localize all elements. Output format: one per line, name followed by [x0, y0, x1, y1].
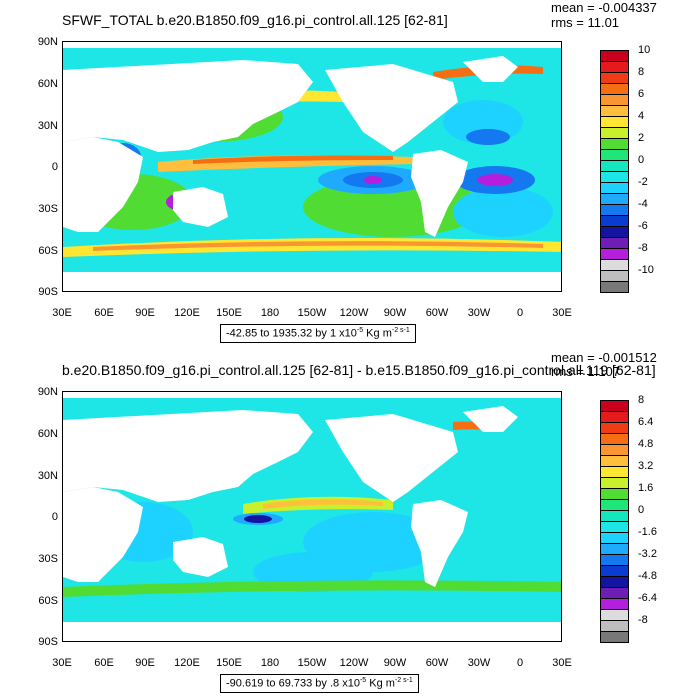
contour-range-info: -42.85 to 1935.32 by 1 x10-5 Kg m-2 s-1	[220, 324, 416, 343]
lat-label: 30N	[37, 470, 58, 482]
colorbar-label: 2	[638, 132, 645, 144]
colorbar-label: -10	[638, 264, 654, 276]
lat-label: 60S	[38, 595, 58, 607]
lon-label: 180	[260, 307, 280, 319]
lon-label: 0	[516, 307, 524, 319]
lat-label: 60S	[38, 245, 58, 257]
lat-label: 30S	[38, 203, 58, 215]
lat-label: 0	[51, 511, 58, 523]
lon-label: 180	[260, 657, 280, 669]
lon-label: 30E	[52, 307, 72, 319]
lon-label: 90E	[135, 657, 155, 669]
map-title: SFWF_TOTAL b.e20.B1850.f09_g16.pi_contro…	[62, 12, 448, 28]
lon-label: 120W	[339, 307, 369, 319]
lat-label: 60N	[37, 78, 58, 90]
lat-label: 90N	[37, 386, 58, 398]
colorbar-label: -4.8	[638, 570, 657, 582]
sfwf-map	[62, 41, 562, 292]
colorbar-label: -4	[638, 198, 648, 210]
colorbar-label: 1.6	[638, 482, 654, 494]
lat-label: 60N	[37, 428, 58, 440]
colorbar-label: 3.2	[638, 460, 654, 472]
lon-label: 150E	[216, 307, 242, 319]
lon-label: 150W	[297, 657, 327, 669]
colorbar-label: 6	[638, 88, 645, 100]
lon-label: 60W	[425, 307, 449, 319]
lon-label: 90E	[135, 307, 155, 319]
map-panel-top: SFWF_TOTAL b.e20.B1850.f09_g16.pi_contro…	[37, 0, 657, 343]
lon-label: 120E	[174, 307, 200, 319]
rms-stat: rms = 1.107	[551, 364, 621, 379]
mean-stat: mean = -0.004337	[551, 0, 657, 15]
colorbar	[600, 50, 629, 293]
lat-label: 90S	[38, 286, 58, 298]
colorbar-label: -1.6	[638, 526, 657, 538]
colorbar-label: 8	[638, 66, 645, 78]
lat-label: 30N	[37, 120, 58, 132]
colorbar-label: -2	[638, 176, 648, 188]
lon-label: 90W	[383, 657, 407, 669]
map-panel-bottom: b.e20.B1850.f09_g16.pi_control.all.125 […	[0, 350, 700, 700]
lon-label: 30W	[467, 657, 491, 669]
contour-range-info: -90.619 to 69.733 by .8 x10-5 Kg m-2 s-1	[220, 674, 419, 693]
colorbar-label: 4	[638, 110, 645, 122]
colorbar-swatch	[600, 631, 629, 643]
colorbar-label: 0	[638, 154, 645, 166]
rms-stat: rms = 11.01	[551, 15, 620, 30]
colorbar-label: 8	[638, 394, 645, 406]
lat-label: 90N	[37, 36, 58, 48]
colorbar-label: 0	[638, 504, 645, 516]
colorbar	[600, 400, 629, 643]
difference-map	[62, 391, 562, 642]
lat-label: 30S	[38, 553, 58, 565]
colorbar-label: -8	[638, 242, 648, 254]
map-title: b.e20.B1850.f09_g16.pi_control.all.125 […	[62, 362, 656, 378]
lon-label: 0	[516, 657, 524, 669]
mean-stat: mean = -0.001512	[551, 350, 657, 365]
lon-label: 30E	[552, 307, 572, 319]
lon-label: 60W	[425, 657, 449, 669]
lon-label: 150E	[216, 657, 242, 669]
colorbar-label: 6.4	[638, 416, 654, 428]
colorbar-label: -3.2	[638, 548, 657, 560]
lon-label: 30E	[52, 657, 72, 669]
lat-label: 90S	[38, 636, 58, 648]
colorbar-label: -8	[638, 614, 648, 626]
lon-label: 60E	[94, 657, 114, 669]
lon-label: 30W	[467, 307, 491, 319]
lon-label: 150W	[297, 307, 327, 319]
colorbar-label: 10	[638, 44, 651, 56]
lon-label: 30E	[552, 657, 572, 669]
colorbar-label: -6	[638, 220, 648, 232]
colorbar-label: 4.8	[638, 438, 654, 450]
lon-label: 60E	[94, 307, 114, 319]
lat-label: 0	[51, 161, 58, 173]
colorbar-label: -6.4	[638, 592, 657, 604]
lon-label: 120E	[174, 657, 200, 669]
colorbar-swatch	[600, 281, 629, 293]
lon-label: 120W	[339, 657, 369, 669]
lon-label: 90W	[383, 307, 407, 319]
